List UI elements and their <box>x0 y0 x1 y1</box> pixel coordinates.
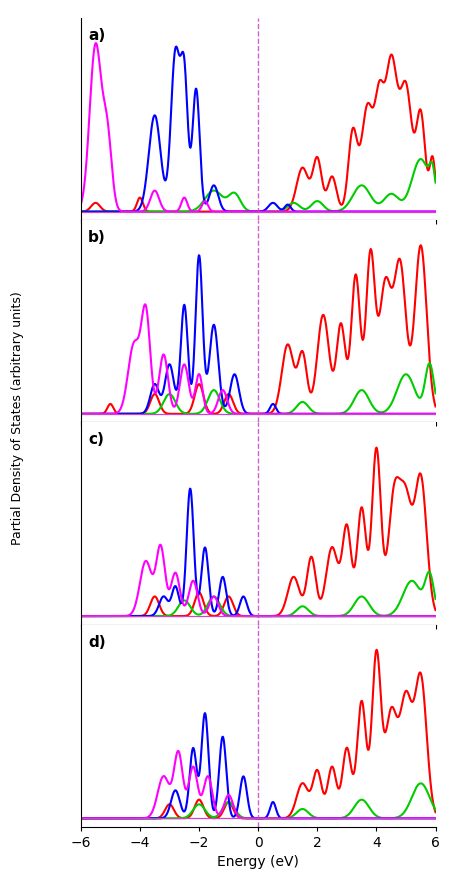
X-axis label: Energy (eV): Energy (eV) <box>217 855 299 869</box>
Text: c): c) <box>88 432 104 447</box>
Text: d): d) <box>88 635 106 650</box>
Legend: d  Sc, p  C, p  T, P  T*: d Sc, p C, p T, P T* <box>357 261 433 335</box>
Text: a): a) <box>88 28 105 43</box>
Text: b): b) <box>88 230 106 245</box>
Text: Partial Density of States (arbitrary units): Partial Density of States (arbitrary uni… <box>12 291 24 545</box>
